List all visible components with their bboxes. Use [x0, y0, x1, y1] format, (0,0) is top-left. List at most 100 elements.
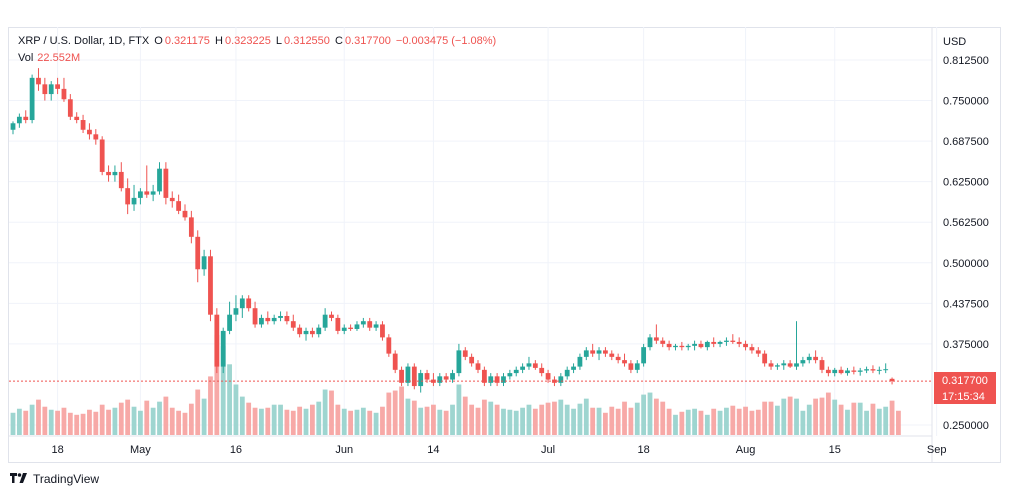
candle-body	[335, 317, 341, 331]
volume-bar	[303, 408, 309, 435]
candle-body	[290, 321, 296, 328]
candle-body	[106, 171, 111, 176]
candle-body	[265, 317, 271, 322]
volume-bar	[246, 402, 252, 435]
candle-body	[596, 350, 602, 354]
volume-bar	[74, 414, 80, 435]
candle-body	[685, 345, 691, 348]
volume-bar	[558, 399, 564, 435]
candle-body	[615, 356, 621, 361]
volume-label: Vol	[18, 52, 34, 64]
volume-bar	[182, 412, 188, 435]
candle-body	[80, 120, 86, 130]
volume-bar	[488, 401, 494, 435]
volume-bar	[367, 410, 373, 435]
candle-body	[67, 99, 73, 117]
volume-bar	[462, 396, 468, 435]
volume-bar	[577, 403, 583, 435]
candle-body	[239, 298, 245, 309]
volume-bar	[596, 407, 602, 435]
candle-body	[188, 217, 194, 237]
volume-bar	[571, 408, 576, 435]
candle-body	[411, 366, 417, 387]
candle-body	[182, 210, 188, 218]
candle-body	[692, 343, 697, 346]
countdown-value: 17:15:34	[942, 391, 985, 403]
volume-legend: Vol 22.552M	[18, 52, 80, 64]
volume-bar	[762, 401, 768, 435]
candle-body	[201, 256, 207, 270]
candle-body	[405, 366, 411, 383]
candle-body	[545, 373, 551, 380]
volume-bar	[685, 409, 691, 435]
currency-label: USD	[943, 36, 966, 48]
countdown-badge	[934, 389, 996, 404]
candle-body	[23, 116, 29, 121]
change-value: −0.003475 (−1.08%)	[395, 35, 497, 47]
candle-body	[354, 324, 360, 329]
candle-body	[259, 317, 264, 325]
volume-bar	[157, 401, 162, 435]
candle-body	[711, 341, 717, 344]
candle-body	[252, 308, 258, 325]
candle-body	[704, 341, 710, 348]
volume-bar	[615, 408, 621, 435]
open-label: O	[154, 35, 163, 47]
volume-bar	[711, 408, 717, 435]
low-value: 0.312550	[284, 35, 330, 47]
volume-bar	[55, 410, 60, 435]
volume-value: 22.552M	[37, 52, 81, 64]
volume-bar	[176, 410, 182, 435]
candle-body	[42, 84, 48, 95]
candle-body	[469, 356, 475, 364]
candle-body	[195, 236, 201, 270]
volume-bar	[290, 410, 296, 435]
volume-bar	[16, 408, 22, 435]
grid-lines	[9, 27, 938, 436]
volume-bar	[424, 406, 430, 435]
volume-bar	[341, 408, 347, 435]
volume-bar	[622, 401, 627, 435]
candle-body	[475, 363, 481, 370]
volume-bar	[297, 406, 303, 435]
candle-body	[838, 369, 844, 374]
candle-body	[118, 171, 124, 189]
candle-body	[93, 134, 99, 140]
candle-body	[590, 350, 596, 354]
volume-bar	[284, 409, 290, 435]
candle-body	[437, 376, 443, 383]
high-label: H	[215, 35, 223, 47]
candle-body	[864, 369, 869, 371]
candle-body	[348, 327, 354, 329]
tradingview-branding[interactable]: TradingView	[10, 472, 99, 486]
candle-body	[870, 369, 876, 371]
volume-bar	[673, 414, 678, 435]
volume-bar	[768, 401, 774, 435]
candle-body	[399, 369, 404, 383]
candle-body	[150, 191, 156, 195]
volume-bar	[437, 409, 443, 435]
candle-body	[246, 298, 252, 309]
volume-bar	[660, 401, 666, 435]
symbol-title[interactable]: XRP / U.S. Dollar, 1D, FTX	[18, 35, 150, 47]
candle-body	[794, 363, 799, 367]
candle-body	[61, 88, 67, 100]
volume-bar	[386, 392, 392, 435]
candle-body	[341, 327, 347, 331]
volume-bar	[348, 410, 354, 435]
volume-bar	[634, 402, 640, 435]
volume-bar	[214, 335, 220, 435]
candle-body	[303, 330, 309, 335]
volume-bar	[29, 404, 35, 435]
volume-bar	[698, 410, 704, 435]
y-tick-label: 0.562500	[943, 217, 989, 229]
candle-body	[583, 350, 589, 357]
volume-bar	[112, 407, 118, 435]
candle-body	[768, 363, 774, 367]
volume-bar	[590, 407, 596, 435]
volume-bar	[208, 376, 213, 435]
candle-body	[380, 324, 385, 338]
volume-bar	[99, 404, 105, 435]
candle-body	[501, 376, 506, 383]
